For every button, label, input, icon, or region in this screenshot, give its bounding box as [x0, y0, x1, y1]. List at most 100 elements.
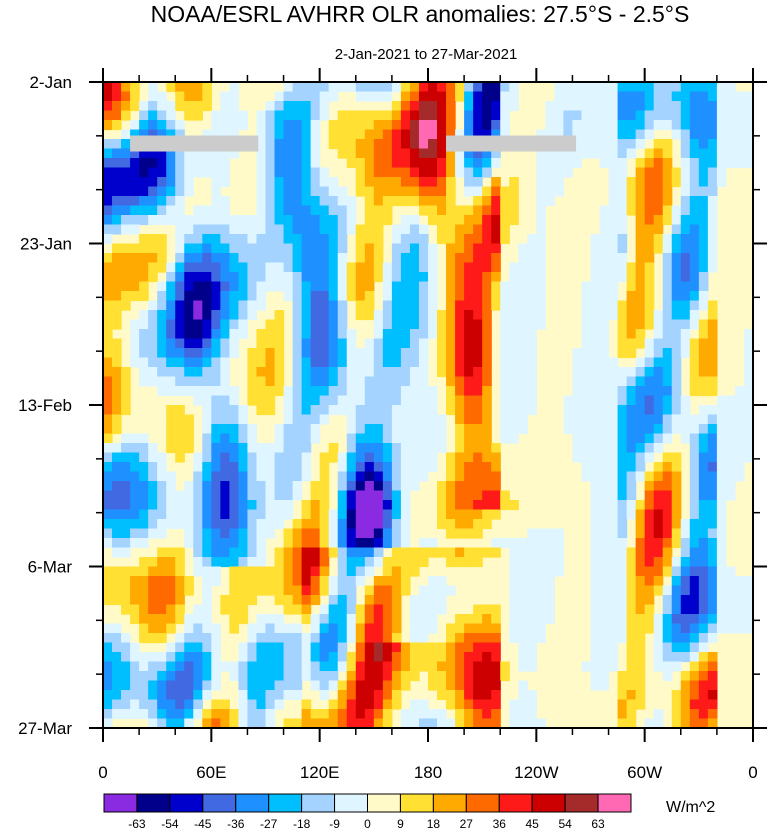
heatmap-cell: [265, 576, 276, 587]
heatmap-cell: [680, 310, 691, 321]
heatmap-cell: [689, 120, 700, 131]
heatmap-cell: [337, 547, 348, 558]
heatmap-cell: [662, 557, 673, 568]
heatmap-cell: [229, 101, 240, 112]
heatmap-cell: [166, 348, 176, 359]
heatmap-cell: [139, 538, 149, 549]
heatmap-cell: [635, 82, 646, 93]
heatmap-cell: [355, 186, 366, 197]
heatmap-cell: [743, 329, 753, 340]
heatmap-cell: [364, 519, 375, 530]
heatmap-cell: [644, 243, 655, 254]
heatmap-cell: [391, 481, 402, 492]
heatmap-cell: [382, 452, 393, 463]
heatmap-cell: [734, 462, 745, 473]
heatmap-cell: [112, 509, 122, 520]
heatmap-cell: [373, 120, 384, 131]
heatmap-cell: [130, 433, 140, 444]
heatmap-cell: [274, 376, 285, 387]
heatmap-cell: [473, 319, 483, 330]
heatmap-cell: [382, 329, 393, 340]
heatmap-cell: [382, 158, 393, 169]
heatmap-cell: [707, 300, 718, 311]
heatmap-cell: [157, 690, 167, 701]
heatmap-cell: [283, 490, 294, 501]
heatmap-cell: [193, 167, 203, 178]
heatmap-cell: [473, 329, 483, 340]
heatmap-cell: [337, 623, 348, 634]
heatmap-cell: [283, 642, 294, 653]
heatmap-cell: [355, 376, 366, 387]
heatmap-cell: [680, 177, 691, 188]
heatmap-cell: [482, 91, 492, 102]
heatmap-cell: [473, 82, 483, 93]
heatmap-cell: [319, 319, 330, 330]
heatmap-cell: [130, 129, 140, 140]
heatmap-cell: [409, 110, 420, 121]
heatmap-cell: [509, 614, 519, 625]
heatmap-cell: [491, 120, 501, 131]
heatmap-cell: [473, 110, 483, 121]
heatmap-cell: [139, 471, 149, 482]
heatmap-cell: [184, 291, 194, 302]
heatmap-cell: [491, 680, 501, 691]
heatmap-cell: [148, 614, 158, 625]
colorbar-units: W/m^2: [666, 799, 715, 816]
heatmap-cell: [256, 576, 267, 587]
heatmap-cell: [590, 566, 601, 577]
heatmap-cell: [653, 709, 664, 720]
heatmap-cell: [193, 671, 203, 682]
heatmap-cell: [617, 186, 628, 197]
heatmap-cell: [437, 120, 447, 131]
heatmap-cell: [581, 110, 592, 121]
heatmap-cell: [112, 348, 122, 359]
heatmap-cell: [130, 538, 140, 549]
heatmap-cell: [662, 272, 673, 283]
heatmap-cell: [229, 566, 240, 577]
heatmap-cell: [256, 642, 267, 653]
heatmap-cell: [184, 690, 194, 701]
heatmap-cell: [644, 148, 655, 159]
heatmap-cell: [509, 500, 519, 511]
heatmap-cell: [373, 148, 384, 159]
heatmap-cell: [220, 91, 230, 102]
heatmap-cell: [590, 538, 601, 549]
heatmap-cell: [391, 547, 402, 558]
heatmap-cell: [220, 557, 230, 568]
heatmap-cell: [590, 528, 601, 539]
heatmap-cell: [283, 661, 294, 672]
heatmap-cell: [500, 91, 510, 102]
heatmap-cell: [500, 129, 510, 140]
heatmap-cell: [103, 300, 113, 311]
colorbar-swatch: [301, 793, 336, 813]
heatmap-cell: [112, 528, 122, 539]
heatmap-cell: [184, 82, 194, 93]
heatmap-cell: [635, 177, 646, 188]
colorbar-label: -18: [293, 817, 311, 830]
heatmap-cell: [617, 272, 628, 283]
heatmap-cell: [328, 300, 339, 311]
heatmap-cell: [725, 452, 736, 463]
heatmap-cell: [653, 82, 664, 93]
heatmap-cell: [202, 82, 212, 93]
heatmap-cell: [725, 481, 736, 492]
heatmap-cell: [653, 329, 664, 340]
heatmap-cell: [509, 272, 519, 283]
heatmap-cell: [653, 585, 664, 596]
heatmap-cell: [437, 234, 447, 245]
heatmap-cell: [635, 462, 646, 473]
heatmap-cell: [527, 576, 537, 587]
heatmap-cell: [193, 376, 203, 387]
heatmap-cell: [527, 386, 537, 397]
heatmap-cell: [202, 452, 212, 463]
heatmap-cell: [536, 547, 546, 558]
heatmap-cell: [157, 281, 167, 292]
heatmap-cell: [527, 623, 537, 634]
heatmap-cell: [698, 566, 709, 577]
heatmap-cell: [626, 414, 637, 425]
heatmap-cell: [455, 348, 465, 359]
heatmap-cell: [518, 357, 528, 368]
heatmap-cell: [373, 614, 384, 625]
heatmap-cell: [689, 110, 700, 121]
